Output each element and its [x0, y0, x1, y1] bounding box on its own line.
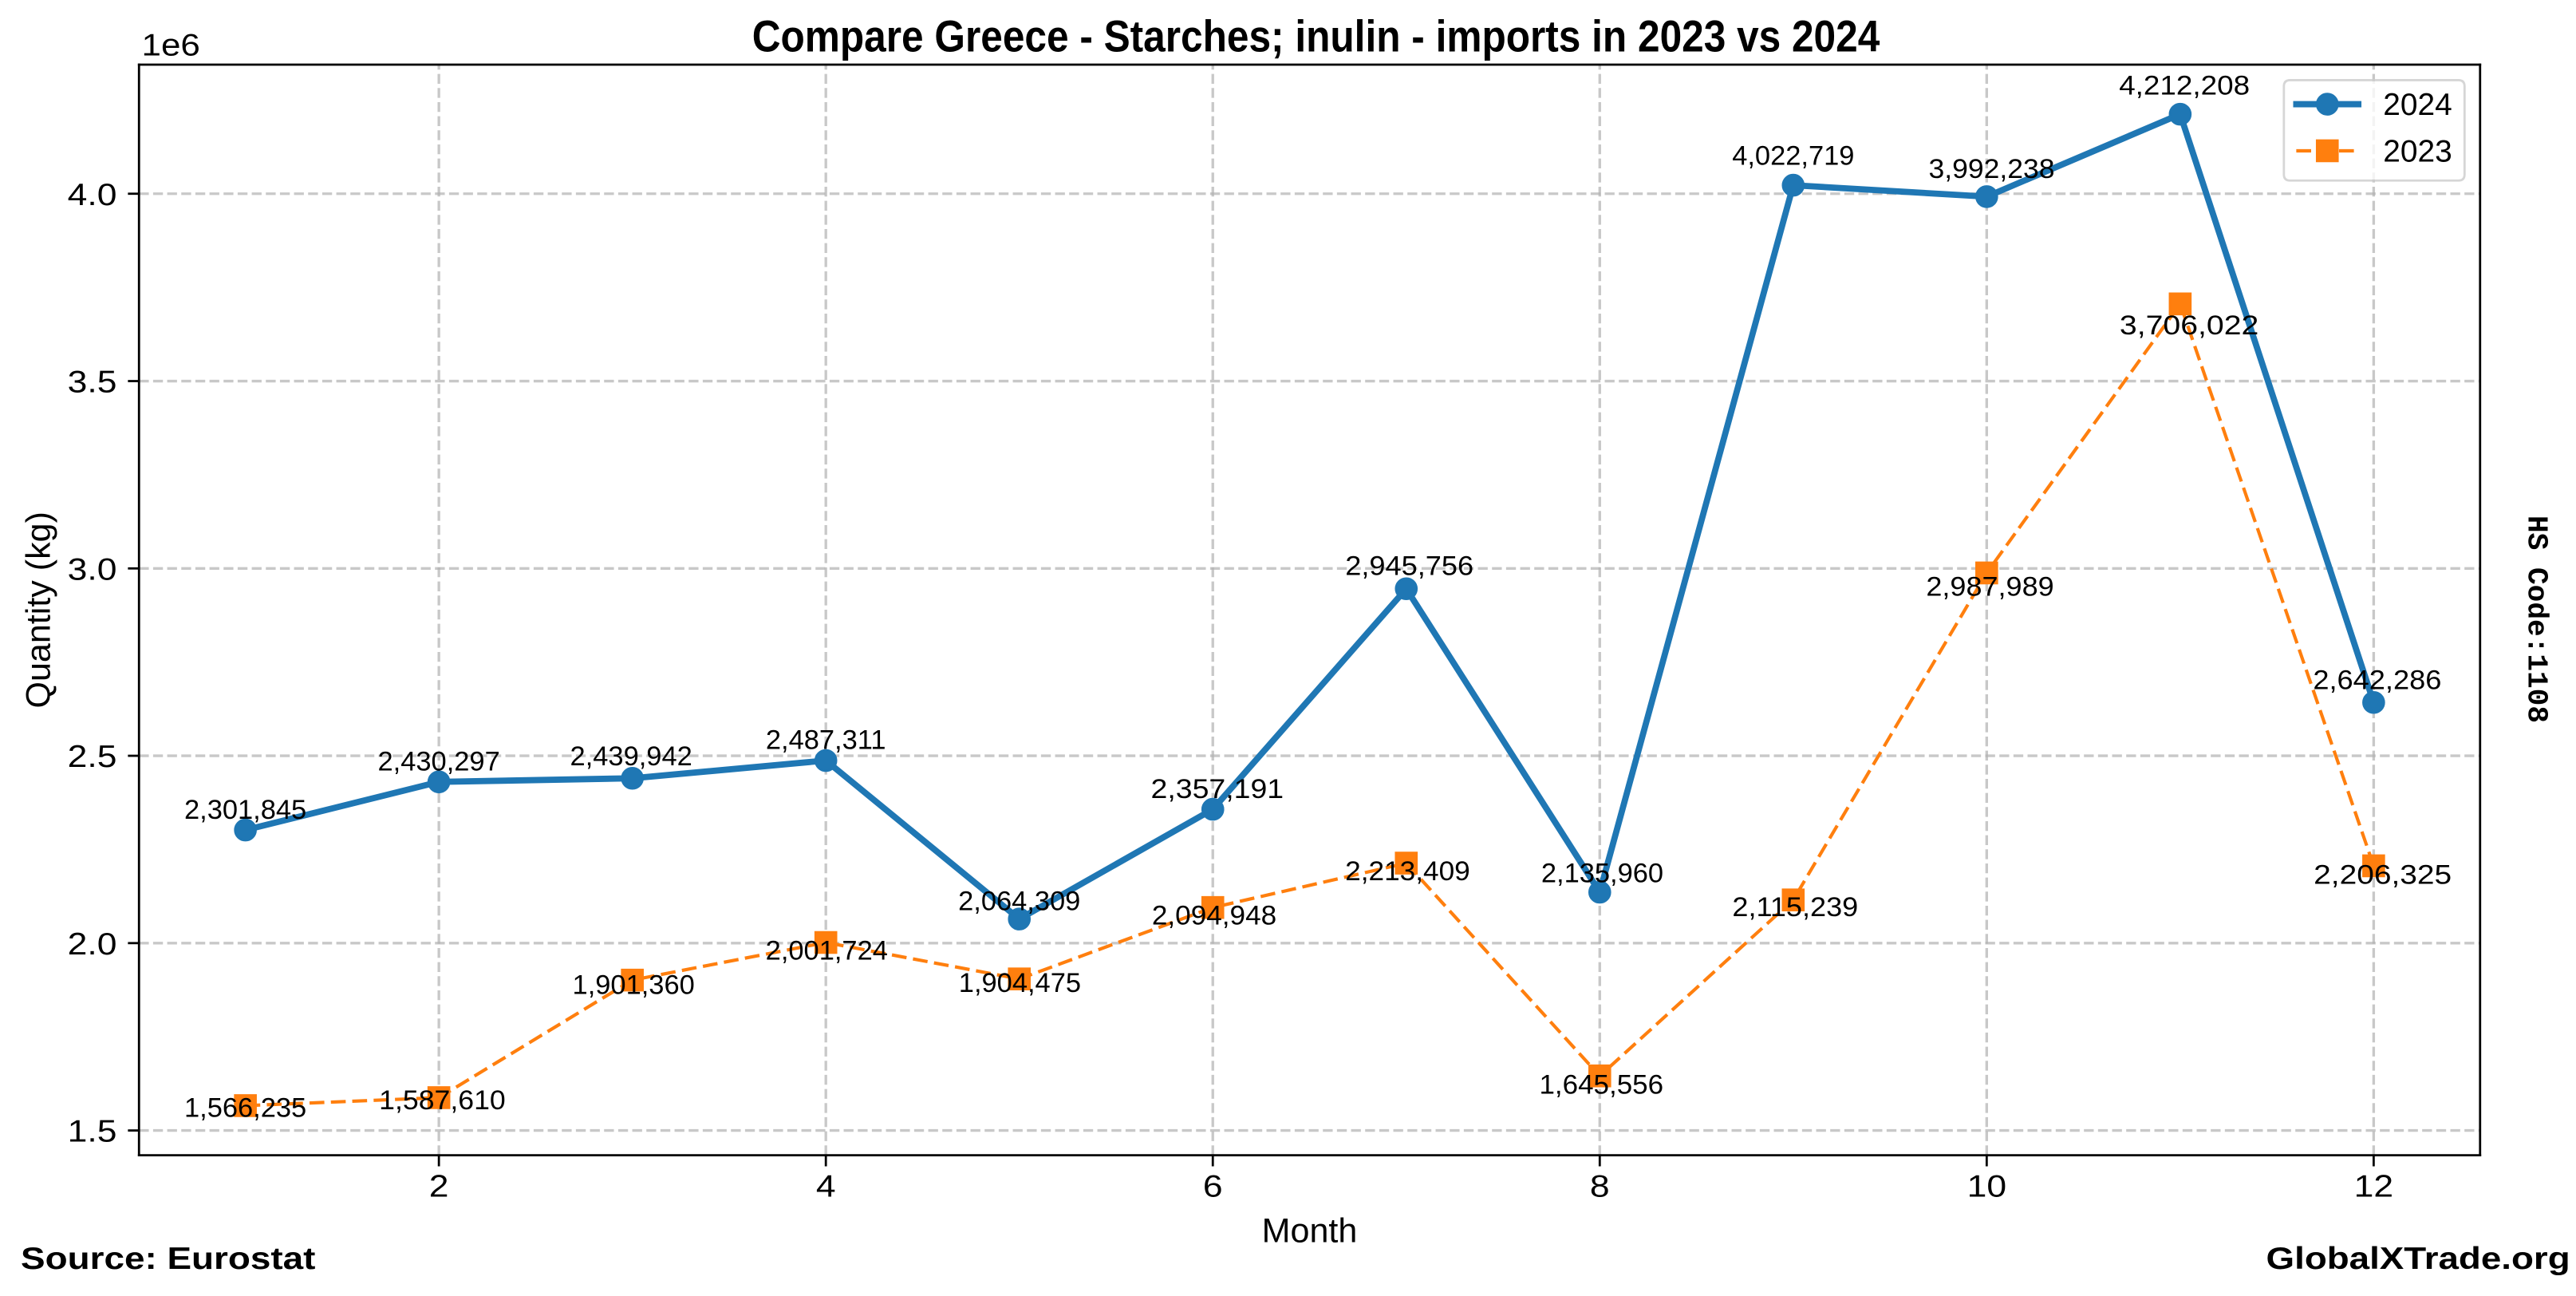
svg-text:3.5: 3.5: [68, 365, 117, 400]
svg-text:6: 6: [1203, 1169, 1223, 1203]
svg-text:1,645,556: 1,645,556: [1540, 1070, 1664, 1100]
svg-text:2,430,297: 2,430,297: [378, 746, 500, 776]
svg-text:2,439,942: 2,439,942: [570, 741, 692, 772]
svg-text:3.0: 3.0: [68, 552, 117, 587]
svg-text:Compare Greece - Starches; inu: Compare Greece - Starches; inulin - impo…: [752, 11, 1880, 61]
svg-text:4: 4: [816, 1169, 836, 1203]
svg-text:4.0: 4.0: [68, 178, 117, 212]
svg-text:2,206,325: 2,206,325: [2314, 860, 2452, 891]
svg-text:Month: Month: [1262, 1212, 1358, 1251]
svg-text:2,301,845: 2,301,845: [184, 795, 306, 825]
svg-text:1,901,360: 1,901,360: [573, 970, 695, 1001]
svg-text:2,987,989: 2,987,989: [1926, 572, 2053, 603]
svg-text:1,904,475: 1,904,475: [959, 968, 1081, 998]
svg-text:2,094,948: 2,094,948: [1152, 901, 1276, 931]
svg-text:4,022,719: 4,022,719: [1732, 141, 1854, 172]
svg-text:1e6: 1e6: [142, 29, 200, 63]
svg-text:2: 2: [429, 1169, 449, 1203]
svg-text:3,992,238: 3,992,238: [1929, 154, 2055, 184]
svg-text:4,212,208: 4,212,208: [2119, 71, 2250, 101]
svg-text:2,357,191: 2,357,191: [1151, 774, 1284, 804]
svg-text:GlobalXTrade.org: GlobalXTrade.org: [2266, 1242, 2570, 1276]
svg-text:2,135,960: 2,135,960: [1541, 859, 1663, 889]
svg-text:2.0: 2.0: [68, 927, 117, 962]
svg-text:1.5: 1.5: [68, 1115, 117, 1149]
svg-text:3,706,022: 3,706,022: [2120, 310, 2258, 341]
svg-text:2023: 2023: [2383, 135, 2452, 169]
svg-text:1,587,610: 1,587,610: [379, 1085, 506, 1116]
svg-text:2.5: 2.5: [68, 740, 117, 774]
svg-text:Source: Eurostat: Source: Eurostat: [21, 1242, 315, 1276]
svg-text:2,213,409: 2,213,409: [1345, 856, 1470, 887]
svg-text:8: 8: [1590, 1169, 1610, 1203]
svg-text:Quantity (kg): Quantity (kg): [20, 512, 58, 708]
svg-text:2,487,311: 2,487,311: [766, 725, 886, 755]
svg-text:HS Code:1108: HS Code:1108: [2520, 516, 2553, 723]
svg-text:2,001,724: 2,001,724: [766, 935, 888, 966]
svg-text:2,115,239: 2,115,239: [1732, 892, 1858, 923]
svg-text:1,566,235: 1,566,235: [184, 1093, 306, 1124]
svg-text:2,064,309: 2,064,309: [958, 887, 1080, 917]
svg-text:2024: 2024: [2383, 88, 2452, 122]
svg-text:2,945,756: 2,945,756: [1345, 551, 1473, 582]
svg-text:12: 12: [2354, 1169, 2393, 1203]
svg-text:2,642,286: 2,642,286: [2313, 666, 2441, 696]
svg-text:10: 10: [1967, 1169, 2006, 1203]
